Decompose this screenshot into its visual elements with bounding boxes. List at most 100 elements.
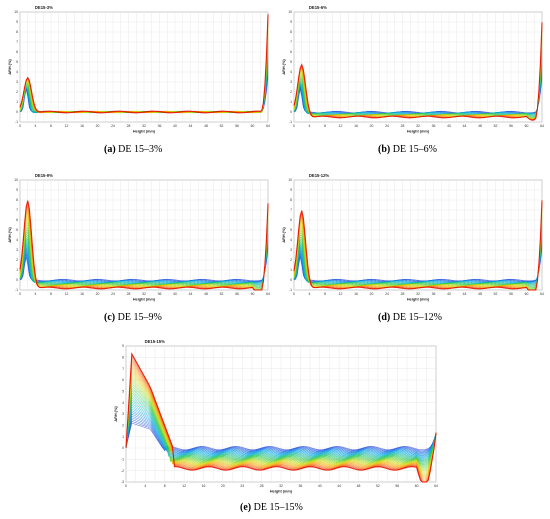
chart-b: 0 4 8 12 16 20 24 28 32 36 40 44 48 52 56 60 64-10123456… xyxy=(282,5,544,134)
series-line xyxy=(125,388,437,465)
x-tick-label: 8 xyxy=(50,124,52,128)
panel-a: 0 4 8 12 16 20 24 28 32 36 40 44 48 52 56 60 64 -1 0 1 2 3 4 5 6… xyxy=(6,2,274,160)
x-tick-label: 64 xyxy=(434,484,438,488)
x-tick-label: 8 xyxy=(164,484,166,488)
x-tick-label: 40 xyxy=(173,124,177,128)
y-tick-label: 7 xyxy=(290,208,292,212)
grid-d xyxy=(293,179,543,291)
x-axis-label-c: Height (mm) xyxy=(133,298,156,302)
y-tick-label: 2 xyxy=(290,90,292,94)
x-tick-label: 32 xyxy=(142,124,146,128)
caption-d-text: DE 15–12% xyxy=(392,312,442,323)
y-tick-label: 1 xyxy=(290,268,292,272)
x-tick-label: 12 xyxy=(339,124,343,128)
y-tick-label: -1 xyxy=(15,120,18,124)
x-axis-label-a: Height (mm) xyxy=(133,130,156,134)
y-tick-label: 1 xyxy=(290,100,292,104)
x-tick-label: 44 xyxy=(337,484,341,488)
x-tick-label: 56 xyxy=(509,124,513,128)
x-tick-label: 48 xyxy=(357,484,361,488)
y-axis-label-c: ΔRH (%) xyxy=(8,227,12,243)
x-tick-label: 48 xyxy=(478,292,482,296)
caption-e-text: DE 15–15% xyxy=(253,502,303,513)
series-line xyxy=(125,419,437,452)
x-tick-label: 12 xyxy=(339,292,343,296)
chart-d: 0 4 8 12 16 20 24 28 32 36 40 44 48 52 56 60 64-10123456… xyxy=(282,173,544,302)
caption-a-letter: (a) xyxy=(104,144,116,155)
x-tick-label: 32 xyxy=(279,484,283,488)
y-tick-label: -1 xyxy=(15,288,18,292)
x-tick-label: 40 xyxy=(318,484,322,488)
x-tick-label: 16 xyxy=(354,124,358,128)
series-line xyxy=(125,420,437,452)
x-tick-label: 48 xyxy=(204,292,208,296)
series-line xyxy=(19,14,269,114)
panel-d: 0 4 8 12 16 20 24 28 32 36 40 44 48 52 56 60 64 -1 0 1 2 3 4 5 6… xyxy=(280,170,548,328)
x-tick-label: 24 xyxy=(111,124,115,128)
y-tick-label: 8 xyxy=(122,356,124,360)
series-line xyxy=(125,401,437,460)
x-tick-label: 24 xyxy=(385,292,389,296)
x-tick-label: 0 xyxy=(293,292,295,296)
y-tick-label: 5 xyxy=(122,390,124,394)
x-tick-label: 56 xyxy=(509,292,513,296)
x-tick-label: 40 xyxy=(173,292,177,296)
series-line xyxy=(125,383,437,468)
series-line xyxy=(125,378,437,471)
y-tick-label: 3 xyxy=(290,80,292,84)
y-tick-label: 4 xyxy=(16,238,18,242)
y-tick-label: -1 xyxy=(289,288,292,292)
x-tick-label: 8 xyxy=(324,292,326,296)
x-tick-label: 4 xyxy=(144,484,146,488)
x-tick-label: 0 xyxy=(19,124,21,128)
caption-d-letter: (d) xyxy=(378,312,391,323)
series-line xyxy=(125,360,437,482)
series-line xyxy=(125,397,437,461)
caption-e-letter: (e) xyxy=(240,502,252,513)
x-tick-label: 8 xyxy=(324,124,326,128)
x-tick-label: 16 xyxy=(354,292,358,296)
y-tick-label: 9 xyxy=(16,20,18,24)
series-line xyxy=(19,200,269,291)
caption-d: (d) DE 15–12% xyxy=(378,312,442,323)
x-tick-label: 44 xyxy=(189,124,193,128)
chart-title-b: DE15-6% xyxy=(309,5,327,10)
x-tick-label: 16 xyxy=(80,292,84,296)
series-line xyxy=(125,413,437,455)
caption-b-text: DE 15–6% xyxy=(392,144,437,155)
chart-a: 0 4 8 12 16 20 24 28 32 36 40 44 48 52 56 60 64-10123456… xyxy=(8,5,270,134)
caption-c-text: DE 15–9% xyxy=(117,312,162,323)
caption-c-letter: (c) xyxy=(104,312,116,323)
x-tick-label: 52 xyxy=(494,292,498,296)
x-tick-label: 28 xyxy=(260,484,264,488)
x-tick-label: 52 xyxy=(220,124,224,128)
y-tick-label: -1 xyxy=(121,458,124,462)
x-tick-label: 0 xyxy=(125,484,127,488)
y-tick-label: 3 xyxy=(16,80,18,84)
x-tick-label: 4 xyxy=(35,292,37,296)
x-tick-label: 28 xyxy=(401,292,405,296)
chart-title-e: DE15-15% xyxy=(145,339,166,344)
y-tick-label: 9 xyxy=(16,188,18,192)
y-tick-label: 2 xyxy=(290,258,292,262)
x-tick-label: 24 xyxy=(385,124,389,128)
y-tick-label: 6 xyxy=(16,218,18,222)
x-tick-label: 40 xyxy=(447,292,451,296)
panel-e: 0 4 8 12 16 20 24 28 32 36 40 44 48 52 56 60 64 -3 -2 -1 0 1 2… xyxy=(112,336,442,516)
x-tick-label: 44 xyxy=(189,292,193,296)
x-tick-label: 56 xyxy=(395,484,399,488)
x-tick-label: 60 xyxy=(251,124,255,128)
y-tick-label: 8 xyxy=(290,30,292,34)
y-tick-label: 4 xyxy=(290,238,292,242)
series-line xyxy=(125,394,437,462)
x-tick-label: 20 xyxy=(370,124,374,128)
caption-e: (e) DE 15–15% xyxy=(240,502,303,513)
x-tick-label: 36 xyxy=(432,292,436,296)
x-tick-label: 32 xyxy=(142,292,146,296)
y-tick-label: 0 xyxy=(290,110,292,114)
caption-b: (b) DE 15–6% xyxy=(378,144,437,155)
x-tick-label: 52 xyxy=(376,484,380,488)
y-tick-label: 10 xyxy=(14,178,18,182)
series-line xyxy=(125,410,437,456)
x-tick-label: 32 xyxy=(416,292,420,296)
